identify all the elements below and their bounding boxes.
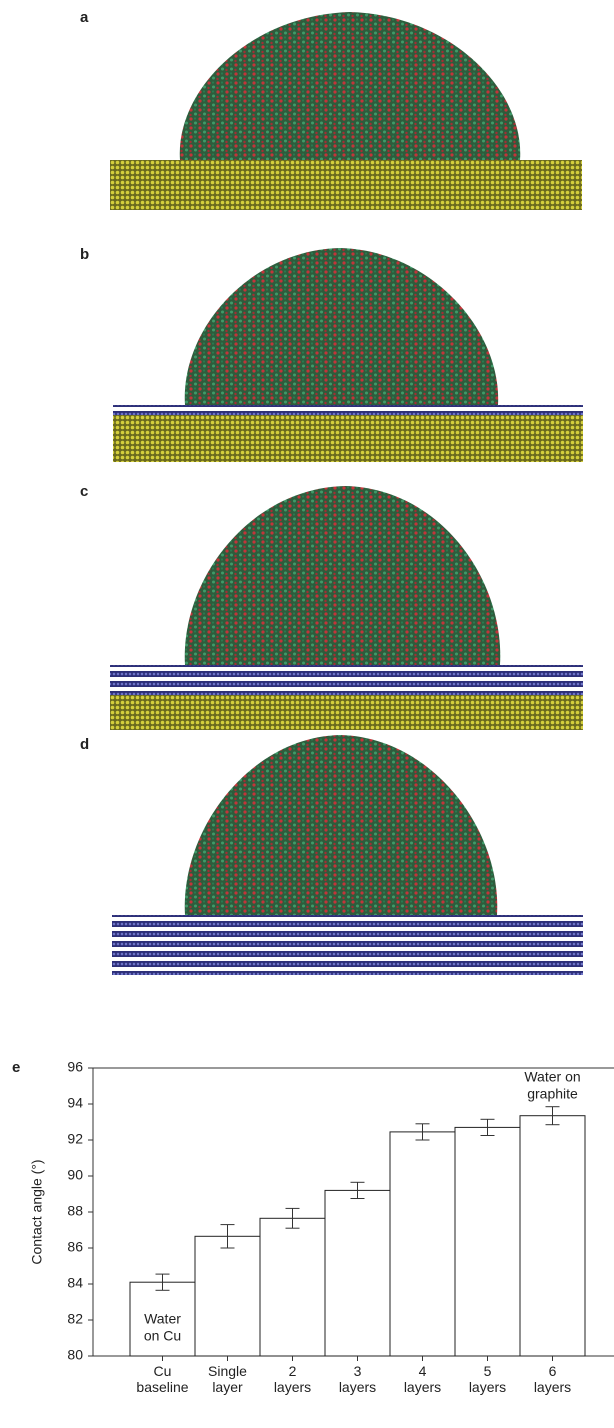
panel-label: e — [12, 1059, 20, 1076]
y-tick-label: 86 — [67, 1239, 83, 1255]
panel-a-image — [110, 12, 582, 210]
panel-label: b — [80, 246, 89, 263]
bar — [520, 1116, 585, 1356]
y-tick-label: 82 — [67, 1311, 83, 1327]
bar — [195, 1236, 260, 1356]
bar — [260, 1218, 325, 1356]
y-tick-label: 84 — [67, 1275, 83, 1291]
y-tick-label: 88 — [67, 1203, 83, 1219]
panel-label: d — [80, 736, 89, 753]
panel-b-image — [113, 248, 583, 462]
panel-label: c — [80, 483, 88, 500]
y-tick-label: 80 — [67, 1347, 83, 1363]
panel-c-image — [110, 486, 583, 730]
panel-d-image — [112, 735, 583, 975]
bar — [455, 1127, 520, 1356]
bar — [390, 1132, 455, 1356]
y-tick-label: 96 — [67, 1059, 83, 1075]
figure: a b c d e 80 82 84 86 88 90 92 94 96 Contact angle (°)… — [0, 0, 614, 1428]
annotation: Water — [144, 1311, 181, 1327]
annotation: graphite — [527, 1086, 578, 1102]
annotation: on Cu — [144, 1328, 181, 1344]
y-axis-label: Contact angle (°) — [29, 1159, 45, 1264]
annotation: Water on — [524, 1069, 580, 1085]
y-tick-label: 92 — [67, 1131, 83, 1147]
y-tick-label: 94 — [67, 1095, 83, 1111]
y-tick-label: 90 — [67, 1167, 83, 1183]
bar — [325, 1190, 390, 1356]
panel-label: a — [80, 9, 89, 26]
